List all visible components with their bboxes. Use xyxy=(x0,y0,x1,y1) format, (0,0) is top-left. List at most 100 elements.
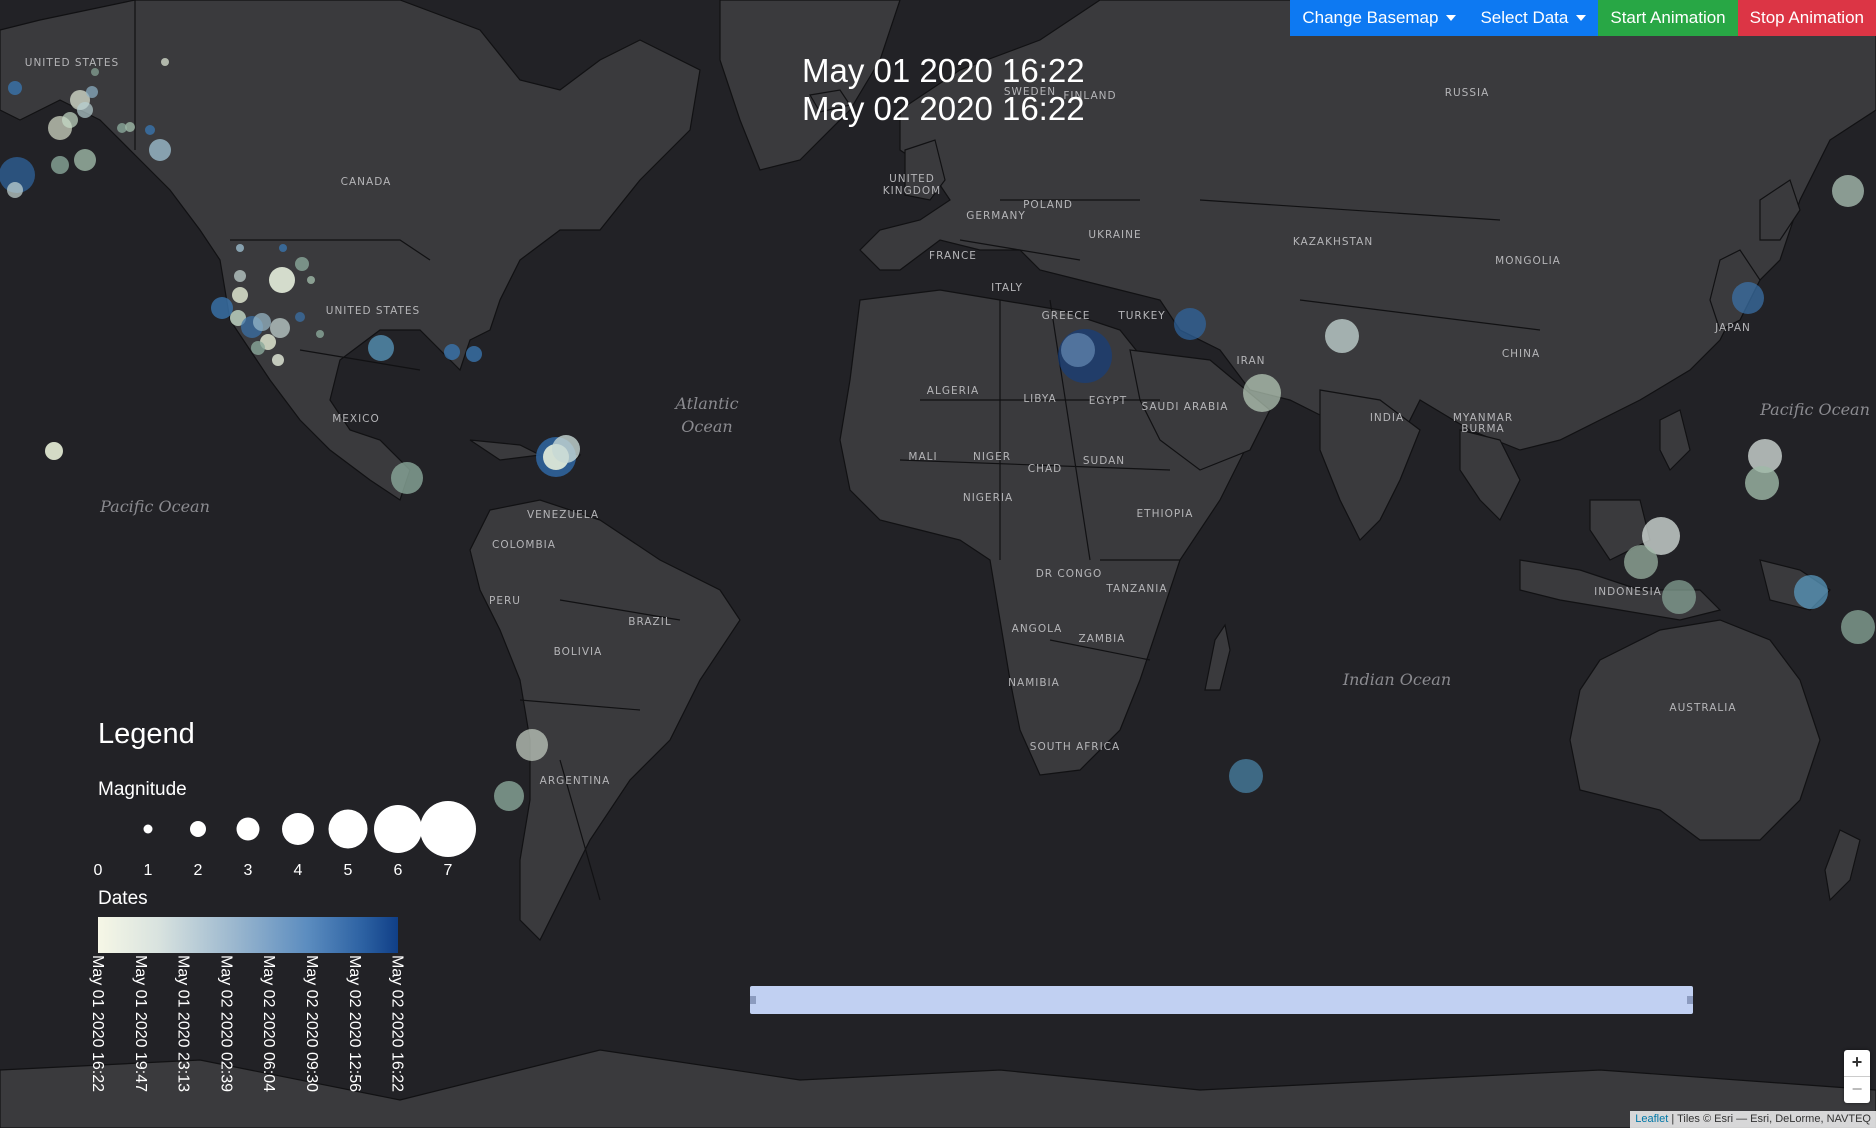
earthquake-marker[interactable] xyxy=(125,122,135,132)
earthquake-marker[interactable] xyxy=(51,156,69,174)
country-label: AUSTRALIA xyxy=(1669,702,1736,714)
earthquake-marker[interactable] xyxy=(1732,282,1764,314)
country-label: ANGOLA xyxy=(1012,623,1063,635)
magnitude-tick-label: 7 xyxy=(443,862,453,879)
earthquake-marker[interactable] xyxy=(145,125,155,135)
earthquake-marker[interactable] xyxy=(117,123,127,133)
time-slider-end-handle[interactable] xyxy=(1687,996,1693,1004)
country-label: PERU xyxy=(489,595,521,607)
earthquake-marker[interactable] xyxy=(236,244,244,252)
earthquake-marker[interactable] xyxy=(45,442,63,460)
earthquake-marker[interactable] xyxy=(1745,466,1779,500)
earthquake-marker[interactable] xyxy=(161,58,169,66)
earthquake-marker[interactable] xyxy=(368,335,394,361)
start-date-title: May 01 2020 16:22 xyxy=(802,52,1085,89)
earthquake-marker[interactable] xyxy=(270,318,290,338)
earthquake-marker[interactable] xyxy=(7,182,23,198)
earthquake-marker[interactable] xyxy=(1624,545,1658,579)
magnitude-tick-label: 6 xyxy=(393,862,403,879)
earthquake-marker[interactable] xyxy=(77,102,93,118)
earthquake-marker[interactable] xyxy=(0,157,35,193)
country-label: GREECE xyxy=(1042,310,1091,322)
country-label: ZAMBIA xyxy=(1079,633,1126,645)
time-slider[interactable] xyxy=(750,986,1693,1014)
zoom-in-button[interactable]: + xyxy=(1851,1052,1863,1072)
earthquake-marker[interactable] xyxy=(1794,575,1828,609)
earthquake-marker[interactable] xyxy=(234,270,246,282)
earthquake-marker[interactable] xyxy=(279,244,287,252)
country-label: KAZAKHSTAN xyxy=(1293,236,1373,248)
country-label: MEXICO xyxy=(332,413,380,425)
earthquake-markers[interactable] xyxy=(0,58,1875,811)
earthquake-marker[interactable] xyxy=(316,330,324,338)
earthquake-marker[interactable] xyxy=(149,139,171,161)
earthquake-marker[interactable] xyxy=(1229,759,1263,793)
earthquake-marker[interactable] xyxy=(466,346,482,362)
earthquake-marker[interactable] xyxy=(1841,610,1875,644)
magnitude-tick-label: 3 xyxy=(243,862,253,879)
earthquake-marker[interactable] xyxy=(232,287,248,303)
earthquake-marker[interactable] xyxy=(272,354,284,366)
earthquake-marker[interactable] xyxy=(494,781,524,811)
start-animation-button[interactable]: Start Animation xyxy=(1598,0,1738,36)
country-label: MALI xyxy=(908,451,937,463)
earthquake-marker[interactable] xyxy=(1832,175,1864,207)
country-label: SWEDEN xyxy=(1004,86,1056,98)
ocean-label-indian: Indian Ocean xyxy=(1342,670,1451,689)
earthquake-marker[interactable] xyxy=(1642,517,1680,555)
select-data-label: Select Data xyxy=(1480,8,1569,27)
country-label: FRANCE xyxy=(929,250,977,262)
country-label: ITALY xyxy=(991,282,1023,294)
country-label: EGYPT xyxy=(1089,395,1127,407)
earthquake-marker[interactable] xyxy=(91,68,99,76)
earthquake-marker[interactable] xyxy=(516,729,548,761)
earthquake-marker[interactable] xyxy=(307,276,315,284)
change-basemap-button[interactable]: Change Basemap xyxy=(1290,0,1469,36)
earthquake-marker[interactable] xyxy=(1243,374,1281,412)
earthquake-marker[interactable] xyxy=(295,312,305,322)
border-lines xyxy=(134,0,1541,901)
earthquake-marker[interactable] xyxy=(251,341,265,355)
magnitude-title: Magnitude xyxy=(98,779,187,800)
country-label: NIGER xyxy=(973,451,1011,463)
country-label: TANZANIA xyxy=(1105,583,1167,595)
zoom-out-button[interactable]: − xyxy=(1844,1076,1870,1103)
magnitude-tick-label: 2 xyxy=(193,862,203,879)
earthquake-marker[interactable] xyxy=(552,435,580,463)
time-slider-start-handle[interactable] xyxy=(750,996,756,1004)
earthquake-marker[interactable] xyxy=(1058,329,1112,383)
earthquake-marker[interactable] xyxy=(1174,308,1206,340)
select-data-button[interactable]: Select Data xyxy=(1468,0,1599,36)
stop-animation-button[interactable]: Stop Animation xyxy=(1737,0,1876,36)
date-tick-label: May 01 2020 23:13 xyxy=(174,955,192,1092)
earthquake-marker[interactable] xyxy=(1748,439,1782,473)
attribution: Leaflet | Tiles © Esri — Esri, DeLorme, … xyxy=(1630,1111,1876,1128)
magnitude-circle xyxy=(374,805,422,853)
earthquake-marker[interactable] xyxy=(444,344,460,360)
earthquake-marker[interactable] xyxy=(62,112,78,128)
country-label: RUSSIA xyxy=(1445,87,1490,99)
earthquake-marker[interactable] xyxy=(391,462,423,494)
earthquake-marker[interactable] xyxy=(1662,580,1696,614)
earthquake-marker[interactable] xyxy=(211,297,233,319)
country-label: LIBYA xyxy=(1023,393,1056,405)
earthquake-marker[interactable] xyxy=(1325,319,1359,353)
earthquake-marker[interactable] xyxy=(269,267,295,293)
leaflet-link[interactable]: Leaflet xyxy=(1635,1113,1669,1125)
earthquake-marker[interactable] xyxy=(253,313,271,331)
date-tick-label: May 02 2020 06:04 xyxy=(260,955,278,1092)
country-label: MONGOLIA xyxy=(1495,255,1561,267)
earthquake-marker[interactable] xyxy=(295,257,309,271)
magnitude-tick-label: 4 xyxy=(293,862,303,879)
date-tick-label: May 02 2020 16:22 xyxy=(388,955,406,1092)
earthquake-marker[interactable] xyxy=(86,86,98,98)
ocean-labels: Atlantic Ocean Pacific Ocean Pacific Oce… xyxy=(99,394,1870,689)
earthquake-marker[interactable] xyxy=(230,310,246,326)
country-label: SOUTH AFRICA xyxy=(1030,741,1120,753)
country-label: KINGDOM xyxy=(883,185,941,197)
country-label: BOLIVIA xyxy=(554,646,603,658)
earthquake-marker[interactable] xyxy=(74,149,96,171)
earthquake-marker[interactable] xyxy=(8,81,22,95)
